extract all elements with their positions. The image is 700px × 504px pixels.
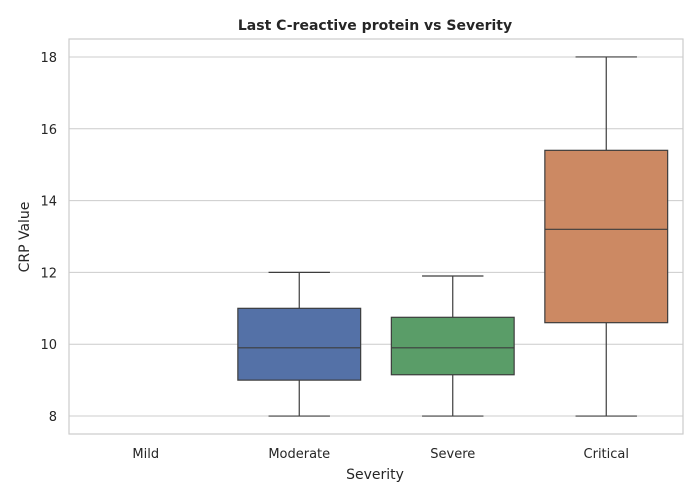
- chart-title: Last C-reactive protein vs Severity: [238, 18, 512, 34]
- box-critical: [544, 56, 669, 417]
- y-tick-label: 14: [40, 195, 57, 210]
- x-axis-label: Severity: [346, 467, 404, 483]
- y-tick-label: 8: [49, 410, 57, 425]
- x-tick-label: Moderate: [268, 447, 330, 462]
- x-tick-label: Mild: [132, 447, 159, 462]
- y-tick-label: 12: [40, 266, 57, 281]
- y-tick-label: 16: [40, 123, 57, 138]
- x-tick-label: Severe: [430, 447, 475, 462]
- iqr-box: [544, 149, 669, 324]
- y-tick-label: 18: [40, 51, 57, 66]
- y-ticks: 8 10 12 14 16 18: [40, 51, 57, 425]
- box-severe: [390, 275, 515, 417]
- x-ticks: Mild Moderate Severe Critical: [132, 447, 629, 462]
- x-tick-label: Critical: [584, 447, 629, 462]
- iqr-box: [390, 316, 515, 376]
- box-moderate: [237, 271, 362, 417]
- y-axis-label: CRP Value: [17, 202, 33, 273]
- y-tick-label: 10: [40, 338, 57, 353]
- iqr-box: [237, 307, 362, 381]
- boxes: [237, 56, 669, 417]
- plot-frame: [68, 38, 684, 435]
